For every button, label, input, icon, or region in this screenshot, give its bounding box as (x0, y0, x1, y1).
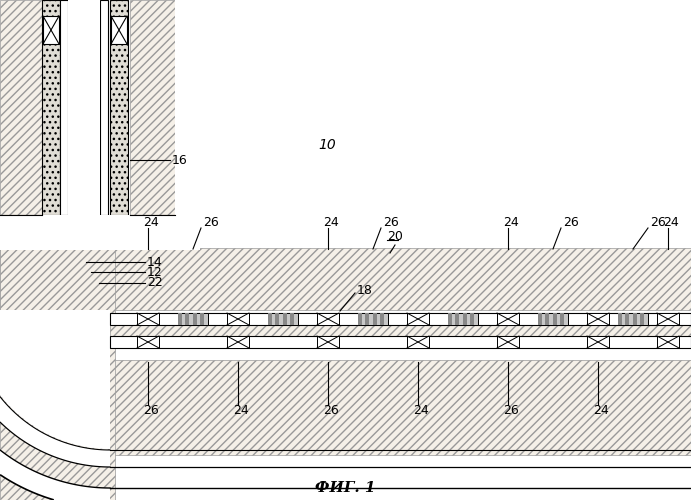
Bar (373, 313, 377, 325)
Text: 24: 24 (233, 404, 249, 416)
Bar (641, 313, 644, 325)
Text: 24: 24 (323, 216, 339, 230)
Bar (200, 313, 205, 325)
Bar (0, 248, 691, 310)
Bar (358, 313, 388, 325)
Bar (587, 336, 609, 348)
Bar (193, 313, 197, 325)
Bar (227, 313, 249, 325)
Bar (553, 313, 557, 325)
Wedge shape (0, 310, 110, 449)
Text: ФИГ. 1: ФИГ. 1 (314, 481, 375, 495)
Bar (618, 313, 622, 325)
Bar (317, 313, 339, 325)
Bar (407, 336, 429, 348)
Text: 18: 18 (357, 284, 373, 298)
Text: 16: 16 (172, 154, 188, 166)
Bar (42, 0, 60, 215)
Bar (227, 336, 249, 348)
Bar (455, 313, 460, 325)
Text: 14: 14 (147, 256, 163, 268)
Bar (625, 313, 630, 325)
Text: 24: 24 (663, 216, 679, 230)
Bar (560, 313, 565, 325)
Bar (110, 313, 691, 325)
Wedge shape (0, 310, 110, 467)
Bar (276, 313, 279, 325)
Text: 26: 26 (383, 216, 399, 230)
Text: 10: 10 (318, 138, 336, 152)
Bar (60, 0, 68, 215)
Bar (633, 313, 636, 325)
Text: 24: 24 (503, 216, 519, 230)
Text: 26: 26 (323, 404, 339, 416)
Bar (268, 313, 272, 325)
Bar (407, 313, 429, 325)
Text: 26: 26 (650, 216, 665, 230)
Bar (130, 0, 175, 215)
Bar (538, 313, 568, 325)
Text: 24: 24 (413, 404, 428, 416)
Bar (283, 313, 287, 325)
Text: 20: 20 (387, 230, 403, 242)
Text: 26: 26 (143, 404, 159, 416)
Bar (497, 336, 519, 348)
Bar (381, 313, 384, 325)
Text: 24: 24 (143, 216, 159, 230)
Text: 12: 12 (147, 266, 163, 278)
Bar (110, 336, 691, 348)
Bar (317, 336, 339, 348)
Text: 26: 26 (503, 404, 519, 416)
Bar (0, 0, 42, 215)
Bar (448, 313, 452, 325)
Text: 24: 24 (593, 404, 609, 416)
Bar (0, 215, 200, 250)
Text: 22: 22 (147, 276, 163, 289)
Bar (290, 313, 294, 325)
Bar (137, 336, 159, 348)
Bar (657, 313, 679, 325)
Bar (111, 16, 127, 44)
Bar (110, 313, 691, 346)
Bar (0, 216, 110, 248)
Bar (100, 0, 108, 215)
Bar (657, 336, 679, 348)
Bar (268, 313, 298, 325)
Bar (0, 248, 115, 500)
Bar (110, 360, 691, 455)
Bar (43, 16, 59, 44)
Bar (545, 313, 549, 325)
Bar (448, 313, 478, 325)
Bar (358, 313, 362, 325)
Bar (497, 313, 519, 325)
Bar (137, 313, 159, 325)
Bar (185, 313, 189, 325)
Bar (538, 313, 542, 325)
Bar (178, 313, 208, 325)
Bar (587, 313, 609, 325)
Wedge shape (0, 310, 110, 500)
Bar (178, 313, 182, 325)
Bar (463, 313, 466, 325)
Bar (68, 0, 100, 215)
Bar (175, 0, 691, 248)
Bar (110, 0, 128, 215)
Bar (471, 313, 474, 325)
Bar (618, 313, 648, 325)
Text: 26: 26 (563, 216, 579, 230)
Text: 26: 26 (203, 216, 219, 230)
Bar (366, 313, 369, 325)
